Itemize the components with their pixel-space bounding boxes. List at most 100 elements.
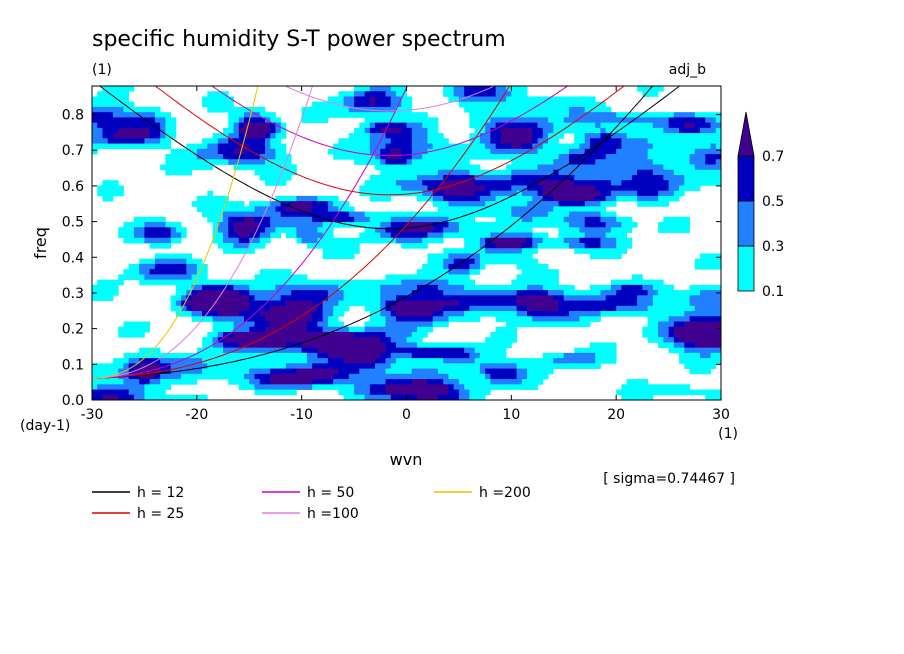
power-cell	[217, 279, 224, 286]
power-cell	[574, 358, 580, 364]
power-cell	[506, 222, 512, 228]
power-cell	[390, 159, 397, 165]
power-cell	[485, 347, 491, 354]
power-cell	[495, 352, 502, 359]
power-cell	[589, 143, 596, 150]
power-cell	[228, 206, 234, 212]
power-cell	[631, 290, 638, 296]
power-cell	[181, 169, 187, 176]
power-cell	[579, 185, 586, 192]
power-cell	[532, 148, 538, 155]
power-cell	[259, 138, 266, 144]
power-cell	[626, 174, 633, 181]
power-cell	[490, 290, 497, 296]
power-cell	[453, 180, 460, 186]
power-cell	[600, 284, 607, 291]
power-cell	[479, 180, 486, 186]
power-cell	[223, 337, 229, 343]
power-cell	[516, 169, 523, 176]
power-cell	[637, 154, 643, 160]
power-cell	[469, 379, 476, 385]
power-cell	[600, 185, 607, 192]
power-cell	[233, 216, 240, 223]
power-cell	[443, 222, 449, 228]
power-cell	[595, 174, 601, 181]
power-cell	[396, 326, 402, 333]
power-cell	[118, 101, 124, 108]
power-cell	[165, 138, 172, 144]
power-cell	[589, 284, 596, 291]
power-cell	[390, 148, 397, 155]
power-cell	[700, 169, 706, 176]
power-cell	[437, 321, 444, 328]
power-cell	[563, 316, 570, 322]
power-cell	[154, 106, 161, 113]
power-cell	[432, 379, 439, 385]
power-cell	[317, 232, 324, 239]
power-cell	[705, 180, 711, 186]
power-cell	[432, 180, 439, 186]
power-cell	[411, 326, 418, 333]
power-cell	[411, 164, 418, 171]
power-cell	[338, 358, 344, 364]
power-cell	[537, 284, 544, 291]
power-cell	[579, 311, 586, 317]
power-cell	[343, 248, 350, 254]
power-cell	[291, 389, 297, 396]
power-cell	[202, 337, 208, 343]
power-cell	[427, 358, 434, 364]
power-cell	[589, 133, 596, 139]
power-cell	[595, 206, 601, 212]
power-cell	[422, 379, 428, 385]
power-cell	[432, 211, 439, 218]
power-cell	[626, 117, 633, 124]
power-cell	[485, 195, 491, 202]
power-cell	[663, 195, 669, 202]
power-cell	[375, 101, 381, 108]
power-cell	[422, 284, 428, 291]
power-cell	[668, 164, 675, 171]
power-cell	[343, 290, 350, 296]
power-cell	[254, 216, 261, 223]
power-cell	[92, 148, 98, 155]
power-cell	[474, 394, 481, 400]
power-cell	[663, 326, 669, 333]
power-cell	[432, 133, 439, 139]
power-cell	[548, 159, 554, 165]
power-cell	[563, 117, 570, 124]
power-cell	[385, 305, 392, 312]
power-cell	[715, 258, 721, 265]
power-cell	[506, 379, 512, 385]
power-cell	[511, 321, 517, 328]
power-cell	[343, 101, 350, 108]
power-cell	[291, 316, 297, 322]
power-cell	[375, 159, 381, 165]
power-cell	[416, 195, 423, 202]
power-cell	[280, 279, 287, 286]
power-cell	[637, 300, 643, 307]
power-cell	[511, 117, 517, 124]
power-cell	[710, 174, 717, 181]
power-cell	[474, 91, 481, 97]
power-cell	[527, 237, 533, 244]
power-cell	[238, 363, 245, 369]
power-cell	[658, 337, 664, 343]
power-cell	[375, 237, 381, 244]
power-cell	[637, 305, 643, 312]
power-cell	[574, 321, 580, 328]
power-cell	[600, 305, 607, 312]
power-cell	[107, 106, 114, 113]
power-cell	[495, 91, 502, 97]
power-cell	[348, 352, 355, 359]
power-cell	[537, 237, 544, 244]
power-cell	[616, 164, 622, 171]
power-cell	[584, 305, 591, 312]
power-cell	[359, 101, 365, 108]
power-cell	[605, 222, 612, 228]
power-cell	[443, 284, 449, 291]
power-cell	[317, 316, 324, 322]
power-cell	[154, 363, 161, 369]
power-cell	[500, 86, 507, 92]
x-axis-label: wvn	[390, 450, 423, 469]
power-cell	[275, 311, 282, 317]
